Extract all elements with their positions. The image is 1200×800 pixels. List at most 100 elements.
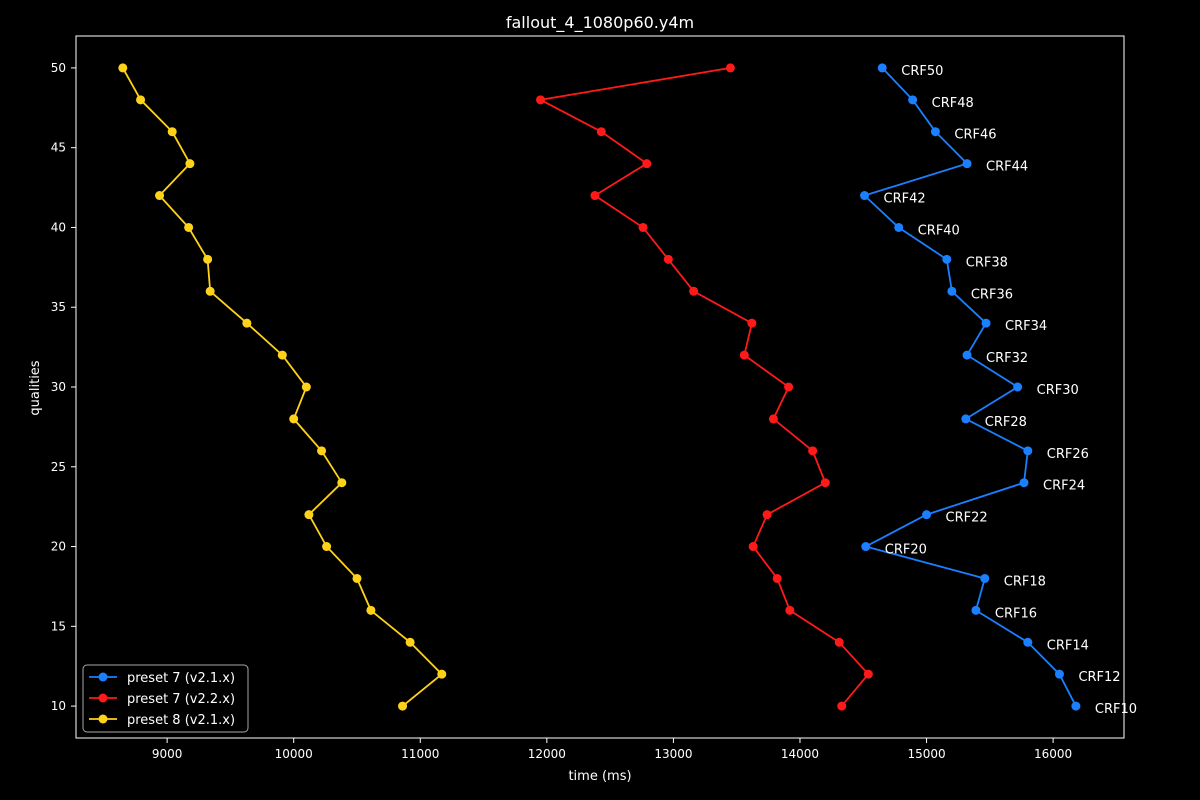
data-point [725, 63, 735, 73]
legend-label: preset 7 (v2.1.x) [127, 671, 235, 686]
y-tick-label: 35 [51, 300, 66, 314]
data-point [596, 127, 606, 137]
data-point [242, 318, 252, 328]
data-point [1013, 382, 1023, 392]
y-tick-label: 25 [51, 460, 66, 474]
x-axis-label: time (ms) [568, 769, 631, 784]
data-point [155, 191, 165, 201]
legend-marker [98, 693, 108, 703]
crf-annotation: CRF10 [1095, 702, 1137, 717]
data-point [747, 318, 757, 328]
data-point [437, 669, 447, 679]
data-point [642, 159, 652, 169]
data-point [820, 478, 830, 488]
data-point [352, 573, 362, 583]
x-tick-label: 11000 [401, 747, 439, 761]
x-tick-label: 9000 [152, 747, 183, 761]
y-tick-label: 10 [51, 699, 66, 713]
data-point [942, 254, 952, 264]
crf-annotation: CRF12 [1078, 670, 1120, 685]
data-point [784, 382, 794, 392]
data-point [971, 605, 981, 615]
data-point [877, 63, 887, 73]
x-tick-label: 13000 [654, 747, 692, 761]
crf-annotation: CRF46 [954, 128, 996, 143]
x-tick-label: 15000 [907, 747, 945, 761]
data-point [337, 478, 347, 488]
data-point [961, 414, 971, 424]
y-tick-label: 40 [51, 220, 66, 234]
y-tick-label: 15 [51, 619, 66, 633]
crf-annotation: CRF44 [986, 160, 1028, 175]
y-tick-label: 45 [51, 141, 66, 155]
data-point [1019, 478, 1029, 488]
crf-annotation: CRF26 [1047, 447, 1089, 462]
data-point [1071, 701, 1081, 711]
legend: preset 7 (v2.1.x) preset 7 (v2.2.x) preset… [82, 664, 249, 733]
data-point [1023, 446, 1033, 456]
data-point [398, 701, 408, 711]
crf-annotation: CRF20 [885, 543, 927, 558]
data-point [638, 222, 648, 232]
data-point [785, 605, 795, 615]
x-tick-label: 14000 [781, 747, 819, 761]
data-point [322, 542, 332, 552]
data-point [762, 510, 772, 520]
crf-annotation: CRF40 [918, 223, 960, 238]
data-point [663, 254, 673, 264]
data-point [317, 446, 327, 456]
data-point [185, 159, 195, 169]
crf-annotation: CRF24 [1043, 479, 1085, 494]
data-point [894, 222, 904, 232]
data-point [863, 669, 873, 679]
data-point [118, 63, 128, 73]
legend-marker [98, 672, 108, 682]
plot-area [75, 35, 1125, 739]
data-point [203, 254, 213, 264]
crf-annotation: CRF48 [932, 96, 974, 111]
y-axis-label: qualities [28, 360, 43, 415]
y-tick-label: 50 [51, 61, 66, 75]
data-point [277, 350, 287, 360]
crf-annotation: CRF14 [1047, 638, 1089, 653]
annotations-layer: CRF50 CRF48 CRF46 CRF44 CRF42 CRF40 CRF38 CRF36… [884, 64, 1138, 717]
data-point [837, 701, 847, 711]
series-layer [118, 63, 1081, 711]
data-point [860, 191, 870, 201]
data-point [1054, 669, 1064, 679]
data-point [930, 127, 940, 137]
data-point [536, 95, 546, 105]
legend-box [82, 664, 249, 733]
data-point [908, 95, 918, 105]
data-point [590, 191, 600, 201]
legend-item: preset 8 (v2.1.x) [89, 713, 235, 728]
data-point [205, 286, 215, 296]
data-point [167, 127, 177, 137]
y-tick-label: 20 [51, 540, 66, 554]
crf-annotation: CRF18 [1004, 574, 1046, 589]
crf-annotation: CRF38 [966, 255, 1008, 270]
legend-label: preset 8 (v2.1.x) [127, 713, 235, 728]
series-2 [536, 63, 873, 711]
series-3 [118, 63, 447, 711]
data-point [748, 542, 758, 552]
crf-annotation: CRF32 [986, 351, 1028, 366]
crf-annotation: CRF36 [971, 287, 1013, 302]
data-point [834, 637, 844, 647]
data-point [1023, 637, 1033, 647]
crf-annotation: CRF16 [995, 606, 1037, 621]
crf-annotation: CRF30 [1037, 383, 1079, 398]
data-point [861, 542, 871, 552]
crf-annotation: CRF22 [946, 511, 988, 526]
legend-item: preset 7 (v2.1.x) [89, 671, 235, 686]
crf-annotation: CRF50 [901, 64, 943, 79]
data-point [366, 605, 376, 615]
x-tick-label: 10000 [275, 747, 313, 761]
crf-annotation: CRF28 [985, 415, 1027, 430]
chart-title: fallout_4_1080p60.y4m [506, 13, 694, 33]
data-point [301, 382, 311, 392]
legend-item: preset 7 (v2.2.x) [89, 692, 235, 707]
data-point [808, 446, 818, 456]
data-point [981, 318, 991, 328]
